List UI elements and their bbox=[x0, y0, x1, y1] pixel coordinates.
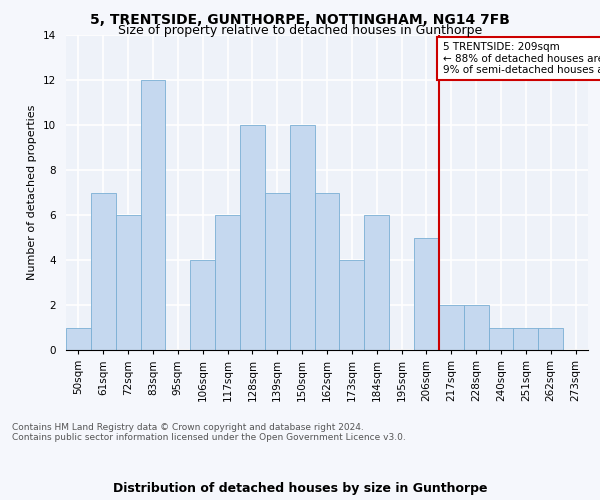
Bar bbox=[116, 215, 140, 350]
Y-axis label: Number of detached properties: Number of detached properties bbox=[28, 105, 37, 280]
Bar bbox=[91, 192, 116, 350]
Bar bbox=[364, 215, 389, 350]
Bar bbox=[190, 260, 215, 350]
Text: 5 TRENTSIDE: 209sqm
← 88% of detached houses are smaller (84)
9% of semi-detache: 5 TRENTSIDE: 209sqm ← 88% of detached ho… bbox=[443, 42, 600, 75]
Bar bbox=[439, 305, 464, 350]
Text: 5, TRENTSIDE, GUNTHORPE, NOTTINGHAM, NG14 7FB: 5, TRENTSIDE, GUNTHORPE, NOTTINGHAM, NG1… bbox=[90, 12, 510, 26]
Bar bbox=[240, 125, 265, 350]
Bar bbox=[488, 328, 514, 350]
Text: Distribution of detached houses by size in Gunthorpe: Distribution of detached houses by size … bbox=[113, 482, 487, 495]
Bar bbox=[265, 192, 290, 350]
Bar bbox=[314, 192, 340, 350]
Bar bbox=[340, 260, 364, 350]
Bar bbox=[414, 238, 439, 350]
Bar bbox=[464, 305, 488, 350]
Bar bbox=[290, 125, 314, 350]
Bar bbox=[514, 328, 538, 350]
Bar bbox=[215, 215, 240, 350]
Bar bbox=[66, 328, 91, 350]
Bar bbox=[538, 328, 563, 350]
Text: Contains HM Land Registry data © Crown copyright and database right 2024.
Contai: Contains HM Land Registry data © Crown c… bbox=[12, 423, 406, 442]
Bar bbox=[140, 80, 166, 350]
Text: Size of property relative to detached houses in Gunthorpe: Size of property relative to detached ho… bbox=[118, 24, 482, 37]
